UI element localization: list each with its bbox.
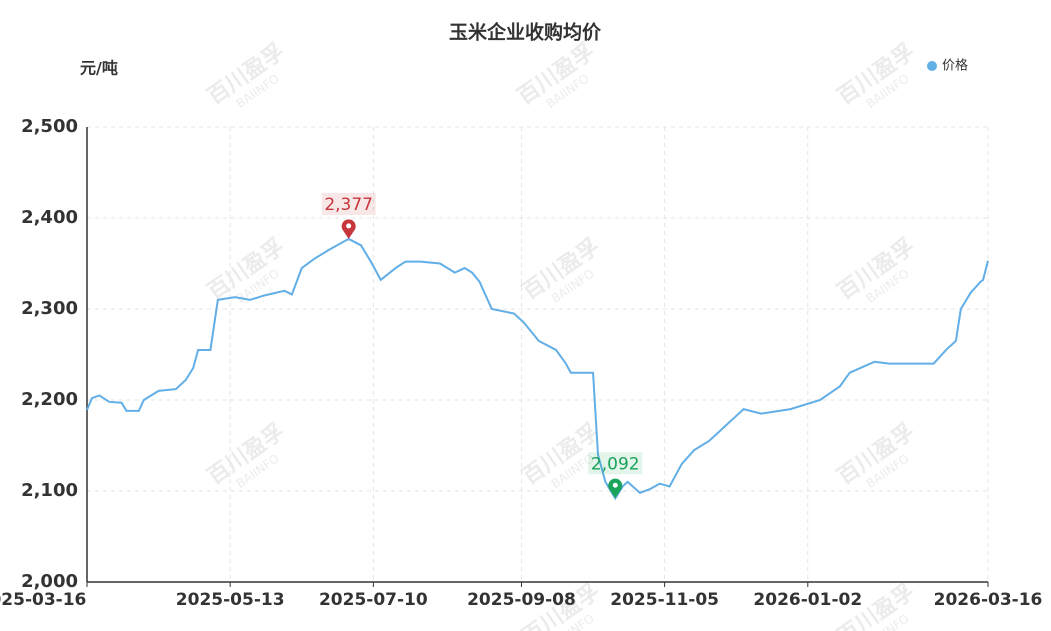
x-tick-label: 2026-03-16 [934,590,1043,610]
line [86,237,989,501]
y-unit: 元/吨 [80,59,118,78]
x-tick-label: 2026-01-02 [753,590,862,610]
y-tick-label: 2,100 [21,480,78,501]
legend-label: 价格 [942,58,968,74]
y-tick-label: 2,400 [21,207,78,228]
value-label: 2,377 [324,195,373,215]
x-tick-label: 2025-07-10 [319,590,428,610]
pin-dot [612,482,618,488]
x-tick-label: 2025-09-08 [467,590,576,610]
label-bg [321,192,376,215]
x-tick-label: 2025-11-05 [610,590,719,610]
x-tick-label: 2025-05-13 [176,590,285,610]
y-tick-label: 2,300 [21,298,78,319]
pin [341,219,356,239]
chart-title: 玉米企业收购均价 [449,21,602,44]
y-tick-label: 2,200 [21,389,78,410]
y-tick-label: 2,500 [21,116,78,137]
pin [608,478,623,499]
pin-dot [346,223,352,229]
y-tick-label: 2,000 [21,571,78,592]
label-bg [588,452,643,475]
value-label: 2,092 [591,454,640,474]
legend-marker [927,61,937,71]
x-tick-label: 2025-03-16 [0,590,86,610]
